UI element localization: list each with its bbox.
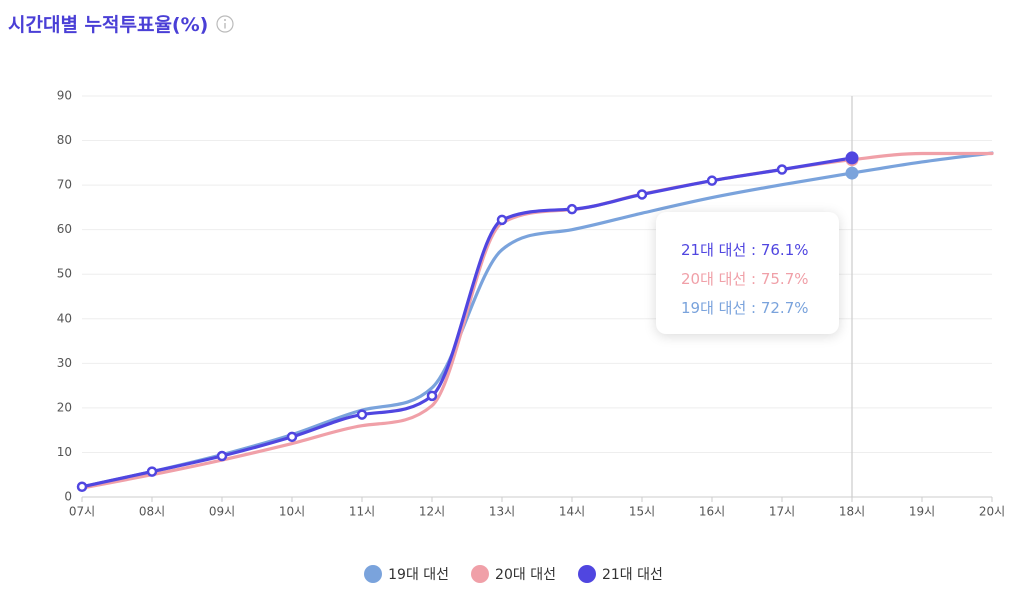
y-tick-label: 30 [57,356,72,370]
legend-swatch [577,565,596,583]
x-tick-label: 08시 [139,505,165,519]
point [356,409,368,420]
y-tick-label: 90 [57,89,72,103]
y-tick-label: 50 [57,267,72,281]
tooltip-row: 21대 대선 : 76.1% [681,241,809,259]
x-tick-label: 18시 [839,505,865,519]
x-tick-label: 20시 [979,505,1005,519]
x-tick-label: 17시 [769,505,795,519]
legend-item[interactable]: 21대 대선 [577,564,663,584]
y-tick-label: 60 [57,222,72,236]
x-tick-label: 11시 [349,505,375,519]
title-bar: 시간대별 누적투표율(%) [8,10,234,37]
point [146,466,158,477]
y-tick-label: 10 [57,445,72,459]
series-line [80,151,994,490]
legend-label: 20대 대선 [495,567,556,583]
y-tick-label: 0 [64,490,72,504]
x-tick-label: 12시 [419,505,445,519]
x-tick-label: 13시 [489,505,515,519]
legend-item[interactable]: 19대 대선 [364,564,449,584]
x-tick-label: 15시 [629,505,655,519]
tooltip: 21대 대선 : 76.1% 20대 대선 : 75.7% 19대 대선 : 72.… [656,212,839,334]
point [286,431,298,443]
y-tick-label: 80 [57,133,72,147]
info-icon[interactable] [216,14,234,33]
legend-swatch [364,565,383,583]
series-line [80,151,994,489]
legend-swatch [471,565,490,583]
point [566,203,578,215]
legend-label: 21대 대선 [601,567,663,583]
hover-point [845,166,859,180]
tooltip-row: 20대 대선 : 75.7% [681,270,809,288]
point [776,164,788,175]
x-tick-label: 07시 [69,505,95,519]
legend: 19대 대선 20대 대선 21대 대선 [0,564,1027,584]
y-tick-label: 20 [57,400,72,414]
point [216,450,228,462]
point [636,189,648,200]
x-tick-label: 14시 [559,505,585,519]
legend-label: 19대 대선 [388,567,450,583]
point [426,390,438,402]
tooltip-row: 19대 대선 : 72.7% [681,299,809,317]
point [706,175,718,186]
x-tick-label: 16시 [699,505,725,519]
y-tick-label: 40 [57,311,72,325]
point [76,481,88,493]
chart-title: 시간대별 누적투표율(%) [8,14,209,36]
x-tick-label: 19시 [909,505,935,519]
y-tick-label: 70 [57,178,72,192]
point [496,214,508,226]
x-tick-label: 10시 [279,505,305,519]
legend-item[interactable]: 20대 대선 [471,564,556,584]
hover-point [845,151,859,165]
x-tick-label: 09시 [209,505,235,519]
